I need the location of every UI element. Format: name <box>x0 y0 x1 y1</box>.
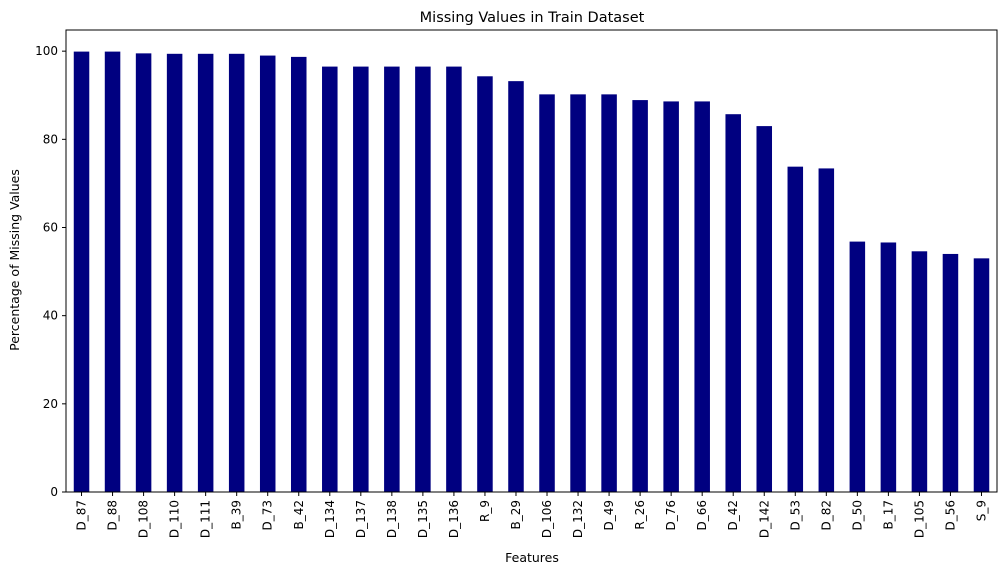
y-tick-label: 60 <box>43 220 58 234</box>
x-tick-label: D_56 <box>943 500 957 531</box>
x-tick-label: D_87 <box>75 500 89 531</box>
axes-frame <box>65 29 998 493</box>
x-tick-label: D_76 <box>664 500 678 531</box>
x-tick-label: D_132 <box>571 500 585 538</box>
bar <box>911 251 928 492</box>
bar <box>570 94 586 493</box>
y-axis-label: Percentage of Missing Values <box>7 169 22 351</box>
bar <box>415 66 431 492</box>
bar <box>694 101 710 493</box>
x-tick-label: D_42 <box>726 500 740 531</box>
x-tick-label: R_26 <box>633 500 647 530</box>
bar <box>880 242 897 492</box>
x-tick-label: D_88 <box>106 500 120 531</box>
x-tick-label: B_42 <box>292 500 306 530</box>
x-tick-label: D_53 <box>788 500 802 531</box>
bar <box>663 101 679 493</box>
y-tick-label: 80 <box>43 132 58 146</box>
bar <box>849 241 866 492</box>
x-tick-label: D_106 <box>540 500 554 538</box>
bar <box>632 100 648 492</box>
bar <box>135 53 152 493</box>
x-tick-label: D_111 <box>199 500 213 538</box>
bar <box>787 166 804 492</box>
x-tick-label: D_105 <box>912 500 926 538</box>
bar <box>290 56 307 492</box>
x-tick-label: D_137 <box>354 500 368 538</box>
plot-area: 0 20 40 60 80 100 D_87 D_88 D_108 D_110 D_111 B_39 D… <box>35 29 998 538</box>
bar <box>73 51 90 492</box>
bar <box>942 253 959 492</box>
chart-title: Missing Values in Train Dataset <box>420 10 645 26</box>
bar <box>508 81 524 492</box>
x-tick-label: D_82 <box>819 500 833 531</box>
bar <box>477 76 493 492</box>
x-tick-label: D_142 <box>757 500 771 538</box>
y-tick-label: 40 <box>43 309 58 323</box>
bar <box>353 66 369 492</box>
bar <box>539 94 555 493</box>
x-tick-label: D_73 <box>261 500 275 531</box>
bar <box>228 53 245 493</box>
x-tick-label: D_135 <box>416 500 430 538</box>
bar <box>322 66 338 492</box>
bar <box>973 258 990 492</box>
bar <box>384 66 400 492</box>
x-axis-label: Features <box>505 550 559 565</box>
bar <box>818 168 835 493</box>
x-tick-label: S_9 <box>974 500 988 521</box>
x-tick-label: D_136 <box>447 500 461 538</box>
x-tick-label: D_66 <box>695 500 709 531</box>
bar <box>725 114 741 492</box>
x-tick-label: D_108 <box>137 500 151 538</box>
x-tick-label: D_138 <box>385 500 399 538</box>
bar <box>104 51 121 492</box>
bar <box>756 126 773 492</box>
x-tick-label: D_110 <box>168 500 182 538</box>
bar <box>601 94 617 493</box>
bar <box>259 55 276 492</box>
y-tick-label: 100 <box>35 44 58 58</box>
y-tick-label: 0 <box>50 485 58 499</box>
bar <box>197 53 214 493</box>
y-tick-label: 20 <box>43 397 58 411</box>
x-tick-label: B_39 <box>230 500 244 530</box>
x-tick-label: D_50 <box>850 500 864 531</box>
x-tick-label: D_49 <box>602 500 616 531</box>
x-tick-label: R_9 <box>478 500 492 522</box>
x-tick-label: D_134 <box>323 500 337 538</box>
x-tick-label: B_17 <box>881 500 895 530</box>
bar <box>446 66 462 492</box>
bar <box>166 53 183 493</box>
x-tick-label: B_29 <box>509 500 523 530</box>
